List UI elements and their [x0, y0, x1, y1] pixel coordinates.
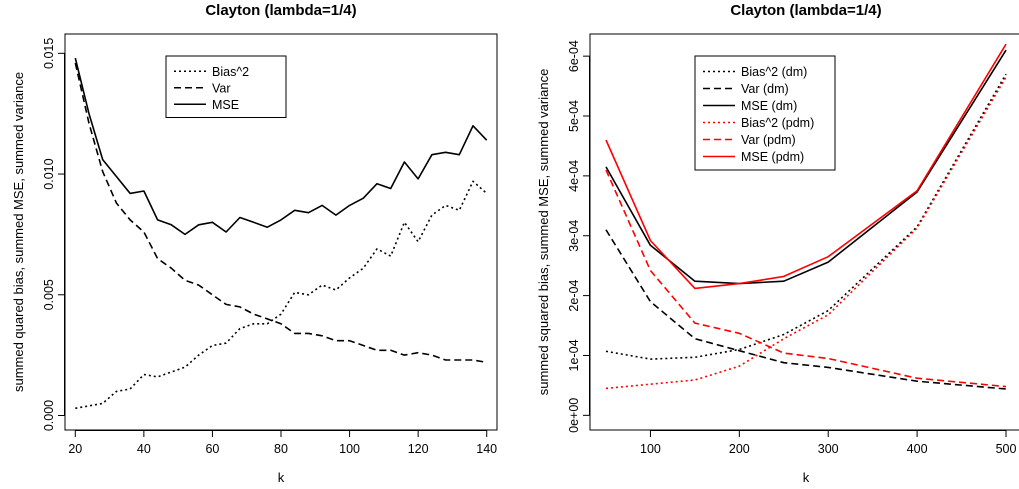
left-x-tick-label: 140 — [476, 442, 497, 456]
right-x-tick-label: 400 — [907, 442, 928, 456]
right-x-tick-label: 300 — [818, 442, 839, 456]
left-legend-label: Var — [212, 81, 231, 95]
right-y-tick-label: 5e-04 — [567, 100, 581, 132]
right-legend-box — [694, 55, 836, 171]
right-x-tick-label: 500 — [996, 442, 1017, 456]
right-y-tick-label: 2e-04 — [567, 280, 581, 312]
right-x-tick-label: 100 — [640, 442, 661, 456]
right-x-tick-label: 200 — [729, 442, 750, 456]
left-series-line-mse — [74, 57, 488, 236]
right-y-tick-label: 6e-04 — [567, 40, 581, 72]
right-series-line-var-dm — [605, 229, 1007, 390]
left-chart-title: Clayton (lambda=1/4) — [205, 2, 356, 19]
left-x-tick-label: 120 — [408, 442, 429, 456]
left-x-tick-label: 20 — [68, 442, 82, 456]
left-series-line-var — [74, 62, 487, 364]
left-legend-box — [165, 55, 287, 118]
left-legend-label: Bias^2 — [212, 65, 249, 79]
right-legend-label: Bias^2 (dm) — [741, 65, 807, 79]
left-legend-label: MSE — [212, 98, 239, 112]
right-series-line-var-pdm — [605, 169, 1007, 388]
left-y-tick-label: 0.010 — [42, 158, 56, 189]
left-series-line-bias-2 — [75, 180, 488, 410]
right-legend-label: MSE (pdm) — [741, 150, 804, 164]
left-chart: Clayton (lambda=1/4) k summed quared bia… — [11, 2, 498, 485]
right-y-tick-label: 3e-04 — [567, 220, 581, 252]
right-y-tick-label: 4e-04 — [567, 160, 581, 192]
left-x-tick-label: 40 — [137, 442, 151, 456]
right-legend-label: Bias^2 (pdm) — [741, 116, 814, 130]
left-y-tick-label: 0.000 — [42, 400, 56, 431]
right-chart: Clayton (lambda=1/4) k summed squared bi… — [536, 2, 1019, 485]
left-x-tick-label: 60 — [205, 442, 219, 456]
left-x-axis-label: k — [278, 470, 285, 485]
left-y-tick-label: 0.005 — [42, 279, 56, 310]
right-series-line-mse-pdm — [605, 43, 1007, 290]
right-y-tick-label: 1e-04 — [567, 339, 581, 371]
right-series-line-bias-2-pdm — [605, 76, 1007, 390]
right-legend-label: MSE (dm) — [741, 99, 797, 113]
right-legend-label: Var (pdm) — [741, 133, 796, 147]
left-x-tick-label: 80 — [274, 442, 288, 456]
right-y-axis-label: summed squared bias, summed MSE, summed … — [536, 69, 551, 396]
left-y-tick-label: 0.015 — [42, 38, 56, 69]
right-x-axis-label: k — [803, 470, 810, 485]
right-series-line-mse-dm — [605, 49, 1007, 285]
right-legend-label: Var (dm) — [741, 82, 789, 96]
right-y-tick-label: 0e+00 — [567, 398, 581, 433]
right-chart-title: Clayton (lambda=1/4) — [730, 2, 881, 19]
left-y-axis-label: summed quared bias, summed MSE, summed v… — [11, 72, 26, 392]
left-x-tick-label: 100 — [339, 442, 360, 456]
